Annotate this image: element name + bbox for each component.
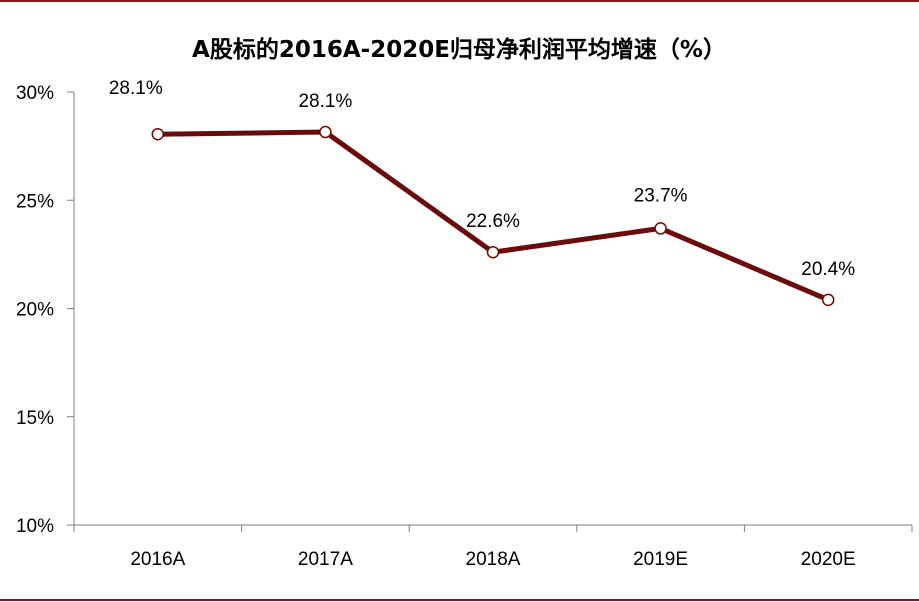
data-point: [654, 222, 667, 235]
y-tick-label: 15%: [16, 408, 54, 429]
y-tick-label: 25%: [16, 191, 54, 212]
y-tick-label: 10%: [16, 516, 54, 537]
data-point: [486, 245, 500, 259]
x-tick-label: 2018A: [466, 549, 521, 570]
x-tick-label: 2019E: [633, 549, 688, 570]
data-label: 20.4%: [801, 259, 855, 280]
y-tick-label: 20%: [16, 300, 54, 321]
x-tick-label: 2020E: [801, 549, 856, 570]
data-label: 28.1%: [298, 91, 352, 112]
data-label: 28.1%: [109, 78, 163, 99]
data-point: [319, 125, 332, 139]
y-axis: 10% 15% 20% 25% 30%: [16, 83, 75, 537]
series-layer: [151, 125, 835, 307]
data-point: [151, 127, 165, 141]
x-axis: 2016A 2017A 2018A 2019E 2020E: [73, 524, 913, 570]
data-point: [821, 293, 835, 307]
chart-title: A股标的2016A-2020E归母净利润平均增速（%）: [192, 36, 726, 63]
x-tick-label: 2017A: [298, 549, 353, 570]
y-tick-label: 30%: [16, 83, 54, 104]
data-labels: 28.1% 28.1% 22.6% 23.7% 20.4%: [109, 78, 855, 280]
x-tick-label: 2016A: [130, 549, 185, 570]
data-label: 22.6%: [466, 211, 520, 232]
data-label: 23.7%: [634, 185, 688, 206]
